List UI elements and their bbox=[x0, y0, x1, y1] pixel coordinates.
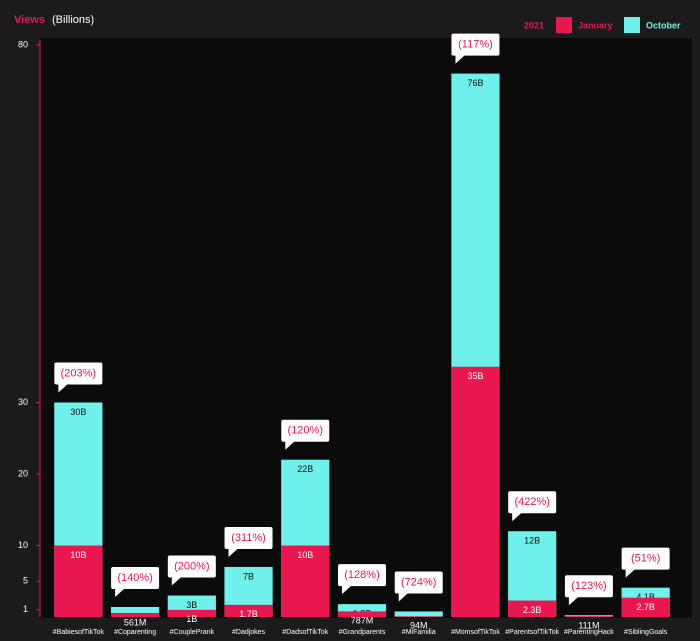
value-label: 35B bbox=[467, 371, 483, 381]
legend-swatch bbox=[624, 17, 640, 33]
callout-tail bbox=[285, 440, 296, 450]
x-tick-label: #Grandparents bbox=[339, 629, 386, 636]
y-tick-label: 30 bbox=[18, 397, 28, 407]
value-label: 22B bbox=[297, 464, 313, 474]
value-label: 561M bbox=[124, 617, 147, 627]
value-label: 111M bbox=[578, 621, 599, 631]
legend-swatch bbox=[556, 17, 572, 33]
annotation: (422%) bbox=[514, 496, 549, 508]
value-label: 775M bbox=[407, 616, 430, 626]
callout-box bbox=[338, 564, 386, 587]
value-label: 248M bbox=[578, 620, 601, 630]
bar bbox=[337, 611, 387, 617]
callout-box bbox=[54, 362, 103, 385]
bar bbox=[564, 615, 614, 617]
callout-box bbox=[451, 33, 500, 56]
bar bbox=[394, 616, 443, 617]
plot-area bbox=[40, 38, 692, 618]
callout-tail bbox=[398, 592, 409, 602]
y-tick-label: 10 bbox=[18, 540, 28, 550]
y-axis-label: (Billions) bbox=[52, 14, 94, 26]
callout-tail bbox=[568, 596, 579, 606]
callout-box bbox=[394, 571, 443, 594]
callout-tail bbox=[115, 587, 126, 597]
bar bbox=[224, 604, 273, 617]
bar bbox=[621, 597, 670, 617]
bar bbox=[564, 616, 614, 617]
y-tick-label: 80 bbox=[18, 39, 28, 49]
bar bbox=[167, 609, 216, 617]
bar bbox=[110, 612, 160, 617]
annotation: (203%) bbox=[61, 367, 96, 379]
callout-box bbox=[111, 566, 160, 589]
annotation: (120%) bbox=[288, 425, 323, 437]
value-label: 1.7B bbox=[239, 609, 258, 619]
x-tick-label: #DadsofTikTok bbox=[282, 629, 329, 636]
bar bbox=[281, 545, 330, 617]
value-label: 30B bbox=[70, 407, 86, 417]
callout-tail bbox=[58, 383, 69, 393]
annotation: (311%) bbox=[231, 532, 266, 544]
callout-box bbox=[281, 419, 330, 442]
x-tick-label: #ParentingHack bbox=[564, 629, 614, 636]
value-label: 7B bbox=[243, 571, 254, 581]
annotation: (200%) bbox=[174, 560, 209, 572]
bar bbox=[508, 600, 557, 617]
bar bbox=[54, 545, 103, 617]
y-tick-label: 5 bbox=[23, 576, 28, 586]
value-label: 10B bbox=[70, 550, 86, 560]
annotation: (123%) bbox=[571, 580, 606, 592]
callout-box bbox=[564, 575, 613, 598]
value-label: 10B bbox=[297, 550, 313, 560]
value-label: 2.7B bbox=[636, 602, 655, 612]
x-tick-label: #MiFamilia bbox=[402, 629, 436, 636]
bar bbox=[394, 611, 443, 617]
value-label: 787M bbox=[351, 616, 374, 626]
x-tick-label: #BabiesofTikTok bbox=[53, 629, 105, 636]
annotation: (117%) bbox=[458, 39, 493, 51]
x-tick-label: #SiblingGoals bbox=[624, 629, 668, 636]
callout-box bbox=[508, 491, 557, 514]
bar bbox=[110, 606, 160, 617]
annotation: (128%) bbox=[344, 569, 379, 581]
callout-box bbox=[224, 526, 273, 549]
callout-tail bbox=[171, 576, 182, 586]
x-tick-label: #MomsofTikTok bbox=[451, 629, 500, 636]
y-tick-label: 20 bbox=[18, 468, 28, 478]
x-tick-label: #CouplePrank bbox=[170, 629, 215, 636]
chart-title: Views bbox=[14, 14, 45, 26]
callout-tail bbox=[228, 547, 239, 557]
callout-tail bbox=[625, 568, 636, 578]
value-label: 76B bbox=[467, 78, 483, 88]
callout-tail bbox=[455, 54, 466, 64]
bar bbox=[451, 366, 500, 617]
value-label: 12B bbox=[524, 536, 540, 546]
value-label: 1B bbox=[186, 614, 197, 624]
value-label: 3B bbox=[186, 600, 197, 610]
value-label: 94M bbox=[410, 621, 428, 631]
value-label: 2.3B bbox=[523, 605, 542, 615]
callout-box bbox=[167, 555, 216, 578]
legend-title: 2021 bbox=[524, 20, 544, 30]
callout-box bbox=[621, 547, 670, 570]
x-tick-label: #Dadjokes bbox=[232, 629, 266, 636]
annotation: (51%) bbox=[631, 553, 660, 565]
annotation: (724%) bbox=[401, 576, 436, 588]
y-tick-label: 1 bbox=[23, 604, 28, 614]
x-tick-label: #ParentsofTikTok bbox=[505, 629, 559, 636]
annotation: (140%) bbox=[117, 572, 152, 584]
legend-label: January bbox=[578, 20, 613, 30]
value-label: 4.1B bbox=[636, 592, 655, 602]
x-tick-label: #Coparenting bbox=[114, 629, 156, 636]
legend-label: October bbox=[646, 20, 681, 30]
callout-tail bbox=[342, 585, 352, 595]
callout-tail bbox=[512, 512, 523, 522]
